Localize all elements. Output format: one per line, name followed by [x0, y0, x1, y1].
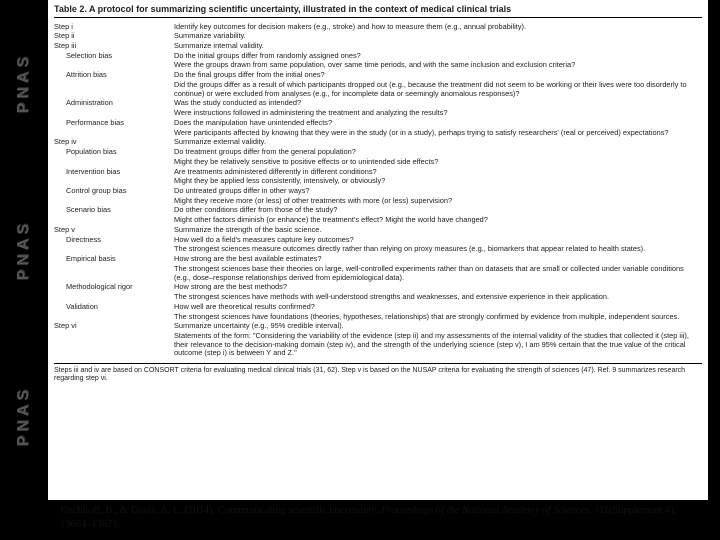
pnas-brand-bot: PNAS: [15, 386, 33, 446]
row-text: How well are theoretical results confirm…: [174, 302, 702, 312]
row-label: Methodological rigor: [54, 283, 174, 293]
row-label: Validation: [54, 302, 174, 312]
row-label: [54, 80, 174, 98]
paper-page: Table 2. A protocol for summarizing scie…: [48, 0, 708, 500]
row-text: Statements of the form: "Considering the…: [174, 332, 702, 359]
row-text: Identify key outcomes for decision maker…: [174, 22, 702, 32]
row-text: Did the groups differ as a result of whi…: [174, 80, 702, 98]
row-label: Performance bias: [54, 118, 174, 128]
pnas-sidebar: PNAS PNAS PNAS: [0, 0, 48, 500]
table-footnote: Steps iii and iv are based on CONSORT cr…: [54, 363, 702, 384]
row-label: [54, 332, 174, 359]
row-label: Step vi: [54, 322, 174, 332]
row-text: How strong are the best available estima…: [174, 255, 702, 265]
row-text: Summarize internal validity.: [174, 41, 702, 51]
row-text: Were instructions followed in administer…: [174, 109, 702, 119]
row-label: [54, 293, 174, 303]
table-body: Step iIdentify key outcomes for decision…: [54, 22, 702, 359]
row-label: Step iii: [54, 41, 174, 51]
row-label: Empirical basis: [54, 255, 174, 265]
row-text: Do the final groups differ from the init…: [174, 71, 702, 81]
row-text: Do treatment groups differ from the gene…: [174, 148, 702, 158]
row-label: [54, 216, 174, 226]
row-text: Might they be relatively sensitive to po…: [174, 157, 702, 167]
row-text: Do untreated groups differ in other ways…: [174, 186, 702, 196]
row-label: [54, 157, 174, 167]
citation-authors: Fischhoff, B., & Davis, A. L. (2014). Co…: [60, 505, 381, 516]
citation-journal: Proceedings of the National Academy of S…: [381, 505, 589, 516]
row-label: [54, 264, 174, 282]
row-label: Attrition bias: [54, 71, 174, 81]
row-label: Control group bias: [54, 186, 174, 196]
row-text: Does the manipulation have unintended ef…: [174, 118, 702, 128]
row-text: Might other factors diminish (or enhance…: [174, 216, 702, 226]
row-label: Population bias: [54, 148, 174, 158]
row-text: The strongest sciences base their theori…: [174, 264, 702, 282]
citation-volume: 111: [595, 505, 609, 516]
row-label: [54, 109, 174, 119]
pnas-brand-mid: PNAS: [15, 220, 33, 280]
row-label: Administration: [54, 99, 174, 109]
row-label: Step ii: [54, 32, 174, 42]
citation: Fischhoff, B., & Davis, A. L. (2014). Co…: [60, 504, 700, 531]
row-label: Selection bias: [54, 51, 174, 61]
pnas-brand-top: PNAS: [15, 53, 33, 113]
row-label: Intervention bias: [54, 167, 174, 177]
row-label: Scenario bias: [54, 206, 174, 216]
row-text: The strongest sciences have methods with…: [174, 293, 702, 303]
row-label: Directness: [54, 235, 174, 245]
table-2: Table 2. A protocol for summarizing scie…: [54, 4, 702, 494]
row-label: Step v: [54, 225, 174, 235]
row-text: Summarize variability.: [174, 32, 702, 42]
table-caption: Table 2. A protocol for summarizing scie…: [54, 4, 702, 18]
row-text: Summarize the strength of the basic scie…: [174, 225, 702, 235]
